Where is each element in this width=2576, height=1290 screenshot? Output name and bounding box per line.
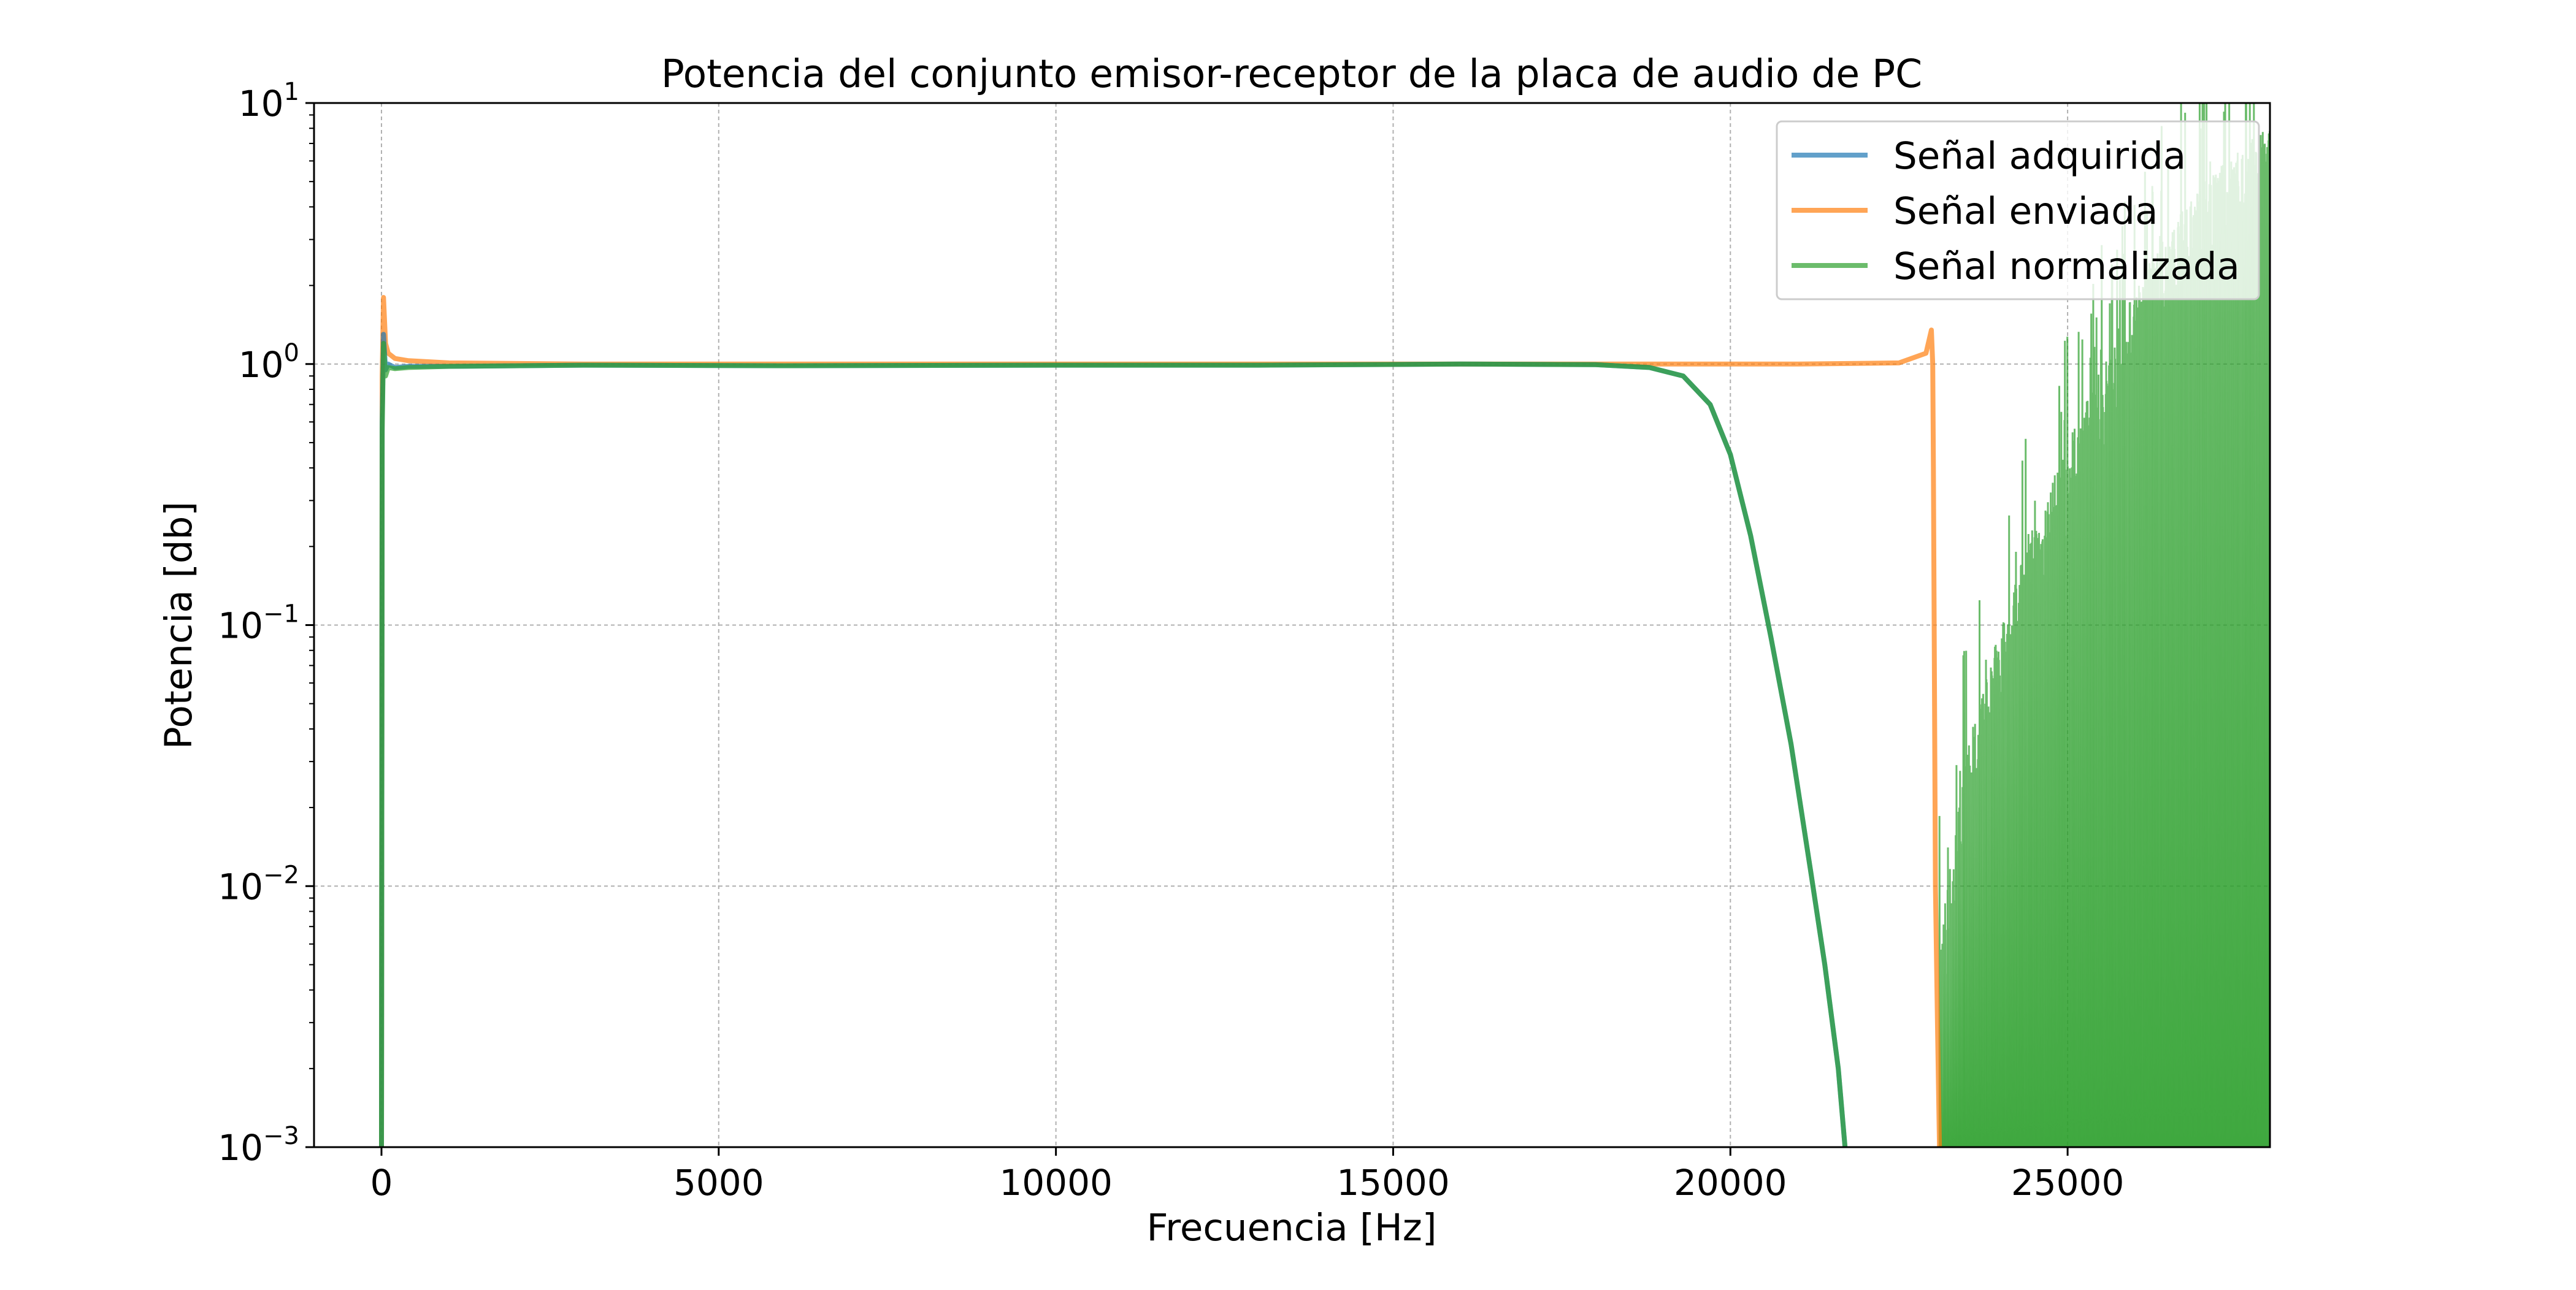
legend-label: Señal adquirida: [1893, 134, 2186, 178]
series-layer: [379, 103, 2270, 1147]
x-tick-label: 20000: [1674, 1162, 1787, 1204]
y-tick-label: 101: [239, 78, 299, 124]
x-tick-label: 25000: [2011, 1162, 2125, 1204]
normalized-signal-line: [379, 341, 1848, 1147]
x-axis-title: Frecuencia [Hz]: [1146, 1206, 1436, 1250]
y-tick-exponent: 0: [284, 339, 299, 367]
y-tick-label: 100: [239, 339, 299, 386]
x-tick-label: 15000: [1336, 1162, 1450, 1204]
y-tick-base: 10: [218, 866, 263, 907]
x-tick-label: 5000: [673, 1162, 764, 1204]
legend: Señal adquirida Señal enviada Señal normal…: [1776, 120, 2260, 300]
y-tick-base: 10: [218, 605, 263, 647]
legend-box: [1776, 120, 2260, 300]
chart-title: Potencia del conjunto emisor-receptor de…: [661, 52, 1922, 96]
y-tick-base: 10: [239, 344, 284, 386]
y-tick-base: 10: [218, 1127, 263, 1169]
y-tick-exponent: −1: [263, 600, 299, 628]
y-axis-title: Potencia [db]: [157, 502, 201, 749]
x-axis: 0 5000 10000 15000 20000 25000: [370, 1147, 2125, 1204]
y-tick-exponent: 1: [284, 78, 299, 106]
y-tick-label: 10−3: [218, 1122, 299, 1169]
x-tick-label: 10000: [999, 1162, 1113, 1204]
y-tick-label: 10−1: [218, 600, 299, 647]
x-tick-label: 0: [370, 1162, 393, 1204]
y-tick-base: 10: [239, 83, 284, 124]
y-tick-exponent: −3: [263, 1122, 299, 1150]
legend-label: Señal enviada: [1893, 189, 2158, 233]
legend-label: Señal normalizada: [1893, 245, 2240, 288]
y-tick-label: 10−2: [218, 861, 299, 907]
normalized-noise-area: [1938, 103, 2270, 1147]
y-tick-exponent: −2: [263, 861, 299, 889]
